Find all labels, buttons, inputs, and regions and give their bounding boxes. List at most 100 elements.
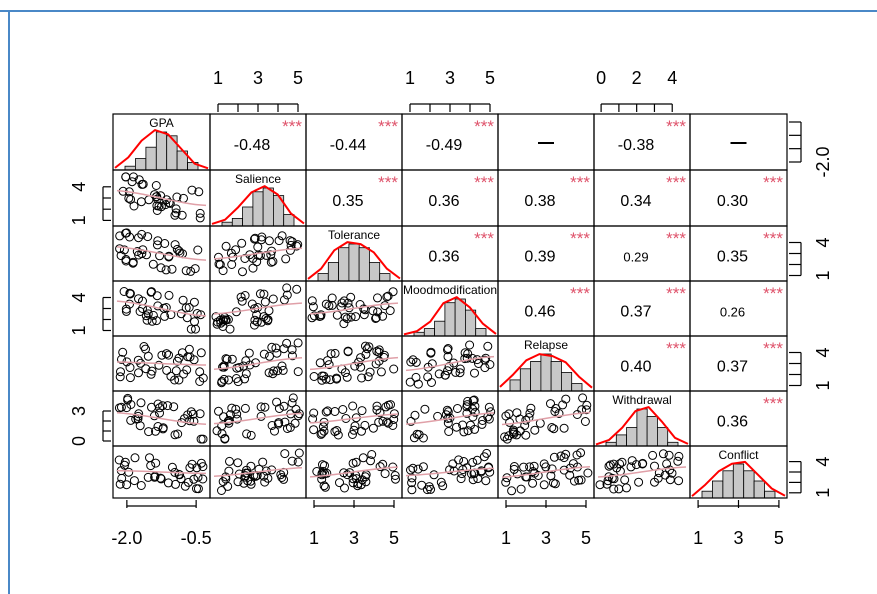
scatter-point	[638, 459, 647, 469]
scatter-point	[126, 400, 136, 409]
scatter-point	[456, 474, 466, 484]
scatter-point	[484, 402, 494, 412]
scatter-point	[224, 415, 234, 425]
scatter-point	[405, 377, 415, 387]
scatter-point	[455, 368, 465, 378]
scatter-point	[364, 342, 374, 352]
correlation-value: -0.44	[330, 137, 367, 154]
scatter-point	[408, 355, 418, 365]
scatter-point	[382, 417, 392, 427]
scatter-point	[556, 451, 566, 461]
scatter-point	[309, 372, 319, 381]
scatter-point	[160, 239, 170, 248]
scatter-point	[340, 312, 350, 322]
scatter-point	[191, 324, 200, 334]
scatter-point	[293, 367, 303, 377]
scatter-point	[332, 310, 342, 320]
histogram-bar	[626, 427, 638, 447]
scatter-point	[484, 414, 494, 424]
scatter-point	[525, 408, 535, 418]
scatter-point	[246, 430, 256, 440]
smoother-line	[213, 467, 303, 477]
scatter-point	[385, 306, 395, 316]
histogram-bar	[743, 470, 755, 499]
axis-tick-label: 0	[69, 436, 89, 446]
axis-tick-label: -2.0	[813, 146, 833, 177]
scatter-point	[429, 470, 439, 480]
scatter-point	[172, 356, 182, 366]
axis-tick-label: 5	[389, 528, 399, 548]
scatter-point	[343, 346, 353, 356]
significance-stars: ***	[378, 173, 398, 192]
scatter-point	[117, 354, 126, 364]
scatter-point	[135, 421, 145, 431]
scatter-point	[294, 448, 304, 458]
scatter-point	[260, 297, 270, 307]
scatter-point	[125, 373, 135, 383]
scatter-point	[182, 313, 192, 323]
correlation-value: 0.30	[717, 193, 748, 210]
scatter-point	[134, 368, 143, 378]
scatter-point	[317, 428, 327, 438]
scatter-point	[378, 311, 388, 321]
scatter-point	[190, 317, 199, 327]
scatter-point	[152, 316, 161, 326]
scatter-point	[580, 417, 590, 426]
scatter-point	[549, 452, 559, 462]
scatter-point	[280, 417, 290, 427]
scatter-point	[170, 210, 180, 220]
histogram-bar	[423, 328, 435, 337]
scatter-point	[468, 396, 478, 406]
scatter-point	[380, 301, 390, 311]
histogram-bar	[155, 131, 168, 171]
scatter-point	[163, 401, 173, 411]
scatter-point	[252, 257, 262, 267]
significance-stars: ***	[282, 117, 302, 136]
scatter-point	[389, 415, 399, 424]
scatter-point	[282, 424, 292, 433]
scatter-point	[212, 426, 222, 436]
histogram-bar	[368, 262, 381, 282]
scatter-point	[470, 407, 480, 417]
correlation-value: 0.37	[620, 304, 651, 321]
scatter-point	[171, 479, 180, 489]
scatter-point	[186, 266, 196, 276]
scatter-point	[501, 411, 511, 421]
histogram-bar	[283, 214, 295, 227]
scatter-point	[374, 356, 384, 366]
scatter-point	[559, 423, 569, 433]
scatter-point	[423, 372, 433, 382]
significance-stars: ***	[666, 229, 686, 248]
scatter-point	[256, 402, 266, 412]
scatter-point	[217, 486, 226, 495]
axis-tick-label: 3	[445, 68, 455, 88]
scatter-point	[367, 450, 377, 459]
density-curve	[403, 296, 497, 336]
scatter-point	[525, 462, 535, 472]
scatter-point	[282, 290, 292, 300]
scatter-point	[468, 412, 478, 422]
scatter-point	[188, 409, 198, 419]
scatter-point	[378, 416, 388, 426]
scatter-point	[443, 418, 453, 428]
scatter-point	[463, 426, 473, 436]
smoother-line	[116, 189, 207, 207]
scatter-point	[455, 364, 465, 374]
scatter-point	[218, 362, 228, 372]
scatter-point	[268, 257, 278, 266]
histogram-bar	[242, 206, 254, 227]
scatter-point	[195, 213, 205, 223]
scatter-point	[270, 426, 279, 436]
significance-stars: ***	[763, 394, 783, 413]
scatter-point	[468, 475, 478, 485]
scatter-point	[353, 481, 363, 491]
axis-tick-label: 1	[693, 528, 703, 548]
scatter-point	[273, 419, 283, 429]
scatter-point	[529, 461, 539, 471]
histogram-bar	[348, 243, 360, 282]
scatter-point	[359, 310, 369, 320]
scatter-point	[550, 407, 560, 416]
scatter-point	[342, 470, 352, 480]
scatter-point	[170, 240, 180, 250]
variable-label: Salience	[235, 172, 281, 186]
